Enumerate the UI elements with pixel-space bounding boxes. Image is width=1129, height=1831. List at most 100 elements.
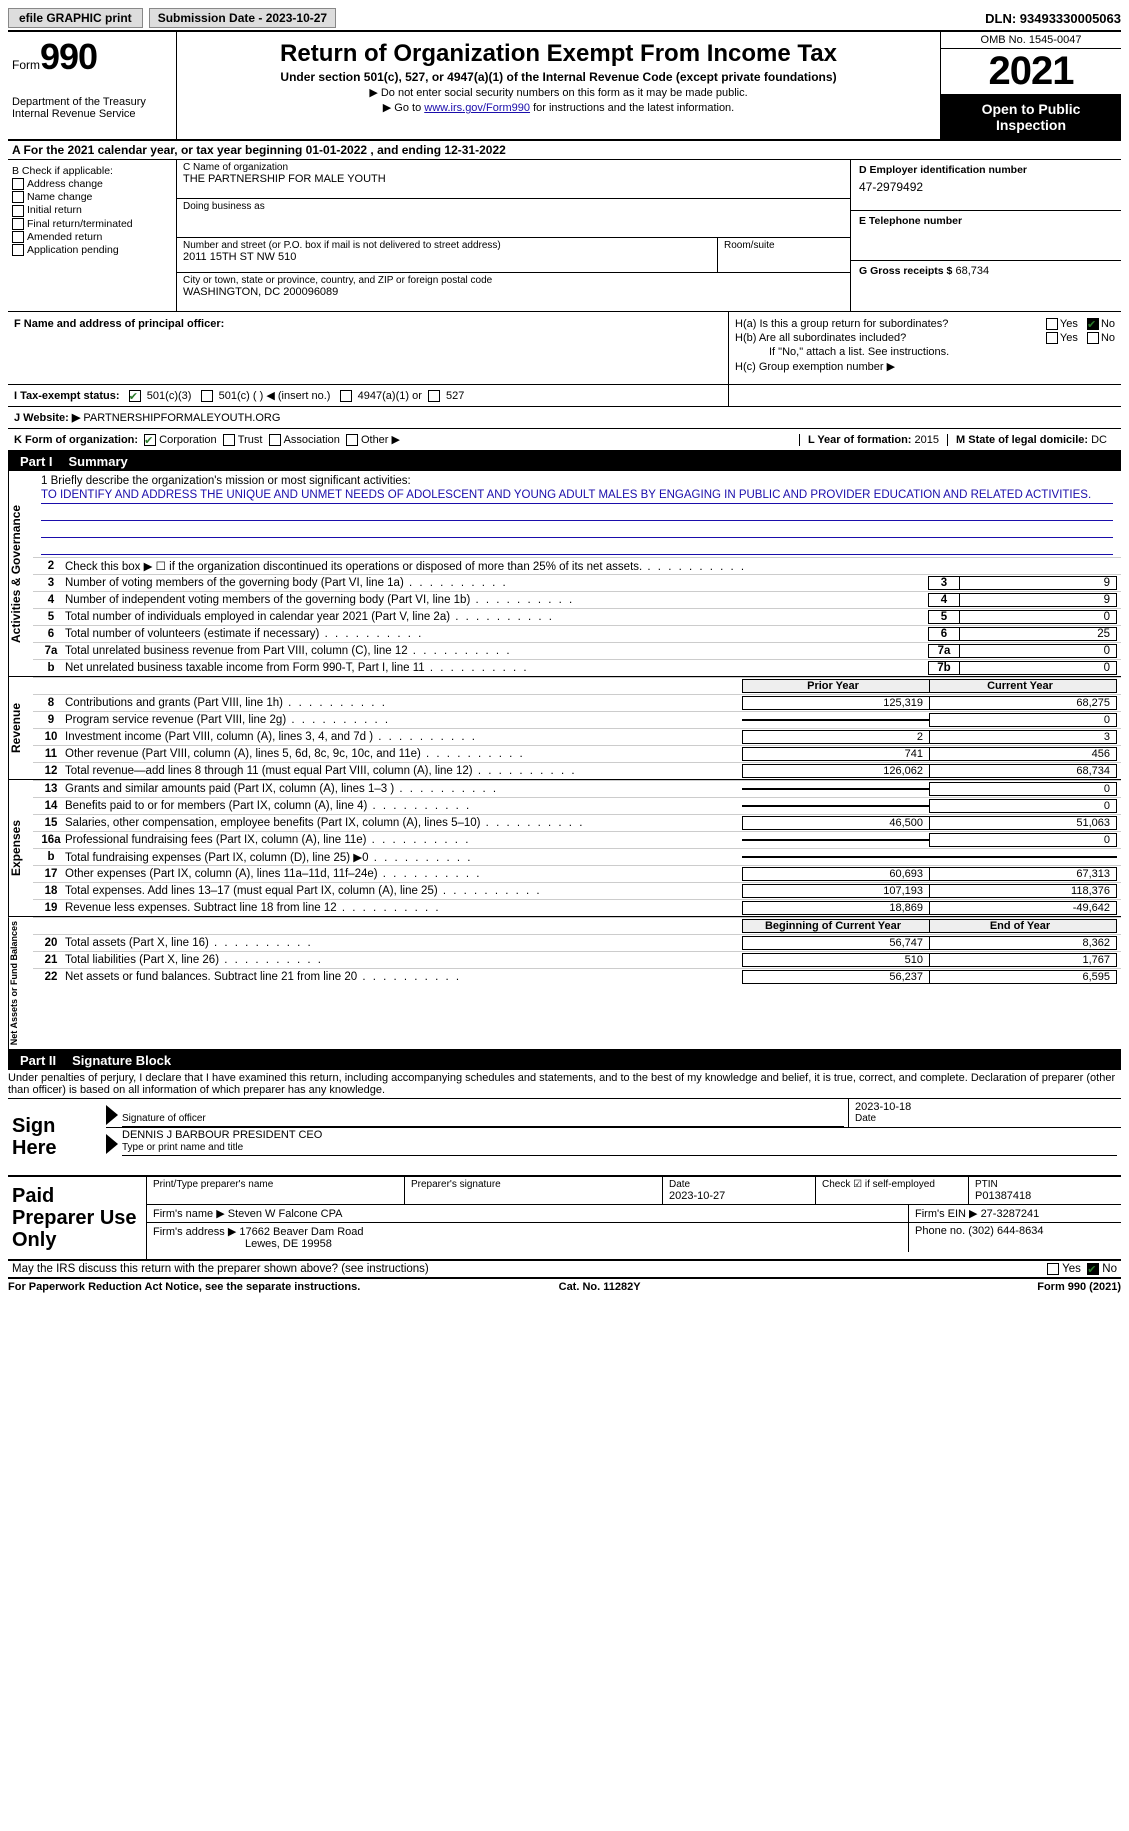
year-formation: L Year of formation: 2015 xyxy=(799,434,947,446)
ha-label: H(a) Is this a group return for subordin… xyxy=(735,318,1040,330)
firm-phone: Phone no. (302) 644-8634 xyxy=(909,1223,1121,1252)
principal-officer: F Name and address of principal officer: xyxy=(8,312,729,384)
discuss-yesno[interactable]: Yes No xyxy=(1047,1263,1117,1275)
chk-trust[interactable] xyxy=(223,434,235,446)
beginning-year-header: Beginning of Current Year xyxy=(742,919,929,933)
vlabel-expenses: Expenses xyxy=(8,780,33,916)
sign-here-block: Sign Here Signature of officer 2023-10-1… xyxy=(8,1099,1121,1177)
state-domicile: M State of legal domicile: DC xyxy=(947,434,1115,446)
officer-signature-field[interactable]: Signature of officer xyxy=(122,1099,844,1127)
line-22: 22Net assets or fund balances. Subtract … xyxy=(33,968,1121,985)
net-body: Beginning of Current Year End of Year 20… xyxy=(33,917,1121,1049)
part2-tag: Part II xyxy=(14,1053,62,1068)
form-number: 990 xyxy=(40,36,97,77)
irs-link[interactable]: www.irs.gov/Form990 xyxy=(424,102,530,114)
preparer-self-employed[interactable]: Check ☑ if self-employed xyxy=(816,1177,969,1204)
mission-blank-1 xyxy=(41,506,1113,521)
preparer-signature: Preparer's signature xyxy=(405,1177,663,1204)
gov-line-4: 4Number of independent voting members of… xyxy=(33,591,1121,608)
gov-line-7a: 7aTotal unrelated business revenue from … xyxy=(33,642,1121,659)
sign-here-label: Sign Here xyxy=(8,1099,106,1175)
opt-other: Other ▶ xyxy=(361,433,400,446)
part2-bar: Part II Signature Block xyxy=(8,1051,1121,1070)
line-21: 21Total liabilities (Part X, line 26)510… xyxy=(33,951,1121,968)
room-label: Room/suite xyxy=(724,240,844,251)
preparer-row-1: Print/Type preparer's name Preparer's si… xyxy=(147,1177,1121,1205)
opt-501c3: 501(c)(3) xyxy=(147,390,192,402)
tax-year-begin: 01-01-2022 xyxy=(306,143,367,157)
chk-application-pending[interactable]: Application pending xyxy=(12,244,172,256)
open-to-public: Open to Public Inspection xyxy=(941,95,1121,139)
gross-receipts-cell: G Gross receipts $ 68,734 xyxy=(851,261,1121,311)
tax-year-end: 12-31-2022 xyxy=(444,143,505,157)
chk-address-change[interactable]: Address change xyxy=(12,178,172,190)
omb-number: OMB No. 1545-0047 xyxy=(941,32,1121,49)
revenue-body: Prior Year Current Year 8Contributions a… xyxy=(33,677,1121,779)
chk-association[interactable] xyxy=(269,434,281,446)
org-name-label: C Name of organization xyxy=(183,162,844,173)
chk-501c[interactable] xyxy=(201,390,213,402)
section-net-assets: Net Assets or Fund Balances Beginning of… xyxy=(8,917,1121,1051)
vlabel-governance: Activities & Governance xyxy=(8,471,33,676)
row-k-right: L Year of formation: 2015 M State of leg… xyxy=(799,434,1115,446)
efile-print-button[interactable]: efile GRAPHIC print xyxy=(8,8,143,28)
line-20: 20Total assets (Part X, line 16)56,7478,… xyxy=(33,934,1121,951)
note-link: ▶ Go to www.irs.gov/Form990 for instruct… xyxy=(185,101,932,114)
chk-name-change[interactable]: Name change xyxy=(12,191,172,203)
tax-status-right xyxy=(728,385,1121,406)
hb-line: H(b) Are all subordinates included? Yes … xyxy=(735,332,1115,344)
net-header: Beginning of Current Year End of Year xyxy=(33,917,1121,934)
chk-4947[interactable] xyxy=(340,390,352,402)
revenue-lines: 8Contributions and grants (Part VIII, li… xyxy=(33,694,1121,779)
line-b: bTotal fundraising expenses (Part IX, co… xyxy=(33,848,1121,865)
chk-corporation[interactable] xyxy=(144,434,156,446)
street-cell: Number and street (or P.O. box if mail i… xyxy=(177,238,718,272)
ha-yesno[interactable]: Yes No xyxy=(1040,318,1115,330)
form-header: Form990 Department of the Treasury Inter… xyxy=(8,32,1121,141)
opt-501c: 501(c) ( ) ◀ (insert no.) xyxy=(219,390,331,402)
preparer-ptin: PTINP01387418 xyxy=(969,1177,1121,1204)
tax-year: 2021 xyxy=(941,49,1121,95)
preparer-row-3: Firm's address ▶ 17662 Beaver Dam Road L… xyxy=(147,1223,1121,1252)
governance-lines: 2Check this box ▶ ☐ if the organization … xyxy=(33,557,1121,676)
col-b-label: B Check if applicable: xyxy=(12,165,172,177)
chk-527[interactable] xyxy=(428,390,440,402)
row-j-website: J Website: ▶ PARTNERSHIPFORMALEYOUTH.ORG xyxy=(8,407,1121,429)
line-12: 12Total revenue—add lines 8 through 11 (… xyxy=(33,762,1121,779)
chk-other[interactable] xyxy=(346,434,358,446)
line-16a: 16aProfessional fundraising fees (Part I… xyxy=(33,831,1121,848)
line-17: 17Other expenses (Part IX, column (A), l… xyxy=(33,865,1121,882)
row-a-mid: , and ending xyxy=(370,143,444,157)
part1-tag: Part I xyxy=(14,454,59,469)
street-label: Number and street (or P.O. box if mail i… xyxy=(183,240,711,251)
org-name-cell: C Name of organization THE PARTNERSHIP F… xyxy=(177,160,850,199)
mission-block: 1 Briefly describe the organization's mi… xyxy=(33,471,1121,557)
chk-501c3[interactable] xyxy=(129,390,141,402)
opt-527: 527 xyxy=(446,390,464,402)
vlabel-net-assets: Net Assets or Fund Balances xyxy=(8,917,33,1049)
current-year-header: Current Year xyxy=(929,679,1117,693)
preparer-grid: Print/Type preparer's name Preparer's si… xyxy=(147,1177,1121,1259)
discuss-question: May the IRS discuss this return with the… xyxy=(12,1263,429,1275)
chk-amended-return[interactable]: Amended return xyxy=(12,231,172,243)
triangle-icon xyxy=(106,1134,118,1154)
org-name-value: THE PARTNERSHIP FOR MALE YOUTH xyxy=(183,173,844,185)
line-8: 8Contributions and grants (Part VIII, li… xyxy=(33,694,1121,711)
officer-name-value: DENNIS J BARBOUR PRESIDENT CEO xyxy=(122,1129,322,1141)
line-14: 14Benefits paid to or for members (Part … xyxy=(33,797,1121,814)
section-expenses: Expenses 13Grants and similar amounts pa… xyxy=(8,780,1121,917)
chk-final-return[interactable]: Final return/terminated xyxy=(12,218,172,230)
preparer-row-2: Firm's name ▶ Steven W Falcone CPA Firm'… xyxy=(147,1205,1121,1223)
submission-date: Submission Date - 2023-10-27 xyxy=(149,8,336,28)
line-13: 13Grants and similar amounts paid (Part … xyxy=(33,780,1121,797)
gov-line-2: 2Check this box ▶ ☐ if the organization … xyxy=(33,557,1121,574)
part1-title: Summary xyxy=(69,454,128,469)
website-value: PARTNERSHIPFORMALEYOUTH.ORG xyxy=(83,412,280,424)
department-label: Department of the Treasury Internal Reve… xyxy=(12,96,172,120)
hb-yesno[interactable]: Yes No xyxy=(1040,332,1115,344)
mission-question: 1 Briefly describe the organization's mi… xyxy=(41,475,1113,487)
chk-initial-return[interactable]: Initial return xyxy=(12,204,172,216)
col-c-org-info: C Name of organization THE PARTNERSHIP F… xyxy=(177,160,850,311)
phone-value xyxy=(859,227,1113,231)
website-label: J Website: ▶ xyxy=(14,411,80,424)
